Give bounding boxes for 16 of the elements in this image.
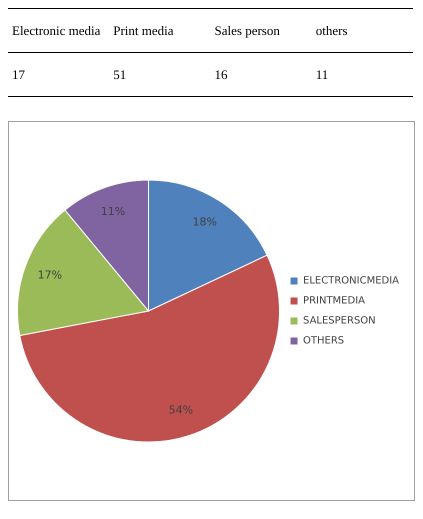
legend-label: PRINTMEDIA [303,296,366,307]
data-label: 51 [112,66,128,84]
category-label: Sales person [214,22,281,40]
data-label: 16 [214,66,228,84]
category-label: others [314,22,349,40]
data-label: 11% [100,205,126,218]
data-label: 18% [192,215,217,228]
data-label: 17 [11,66,26,84]
data-label: 11 [314,66,330,84]
category-label: Electronic media [11,22,102,40]
legend-label: ELECTRONICMEDIA [303,276,400,287]
data-label: 54% [168,404,194,417]
category-label: Print media [112,22,175,40]
legend-label: OTHERS [303,336,344,347]
data-label: 17% [38,268,62,282]
legend-label: SALESPERSON [303,316,376,327]
